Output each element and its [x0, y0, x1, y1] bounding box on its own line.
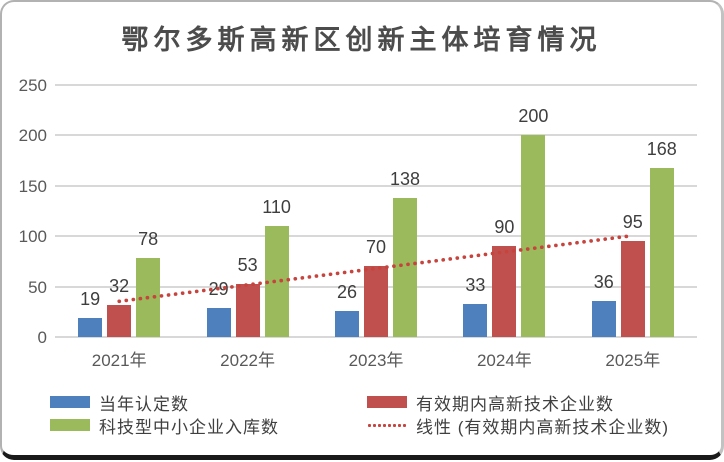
x-axis-tick-label: 2021年 — [91, 351, 147, 370]
bar — [235, 283, 260, 337]
bar — [264, 226, 289, 337]
legend-dotted-line-swatch — [367, 422, 407, 428]
x-axis-tick-label: 2022年 — [220, 351, 275, 370]
legend-color-swatch — [50, 396, 90, 408]
legend-label: 科技型中小企业入库数 — [99, 417, 279, 437]
bar — [492, 246, 517, 337]
bar-value-label: 78 — [138, 229, 159, 250]
bar-value-label: 200 — [518, 106, 549, 127]
bar — [591, 300, 616, 337]
bar — [393, 197, 417, 337]
y-axis-tick-label: 0 — [37, 328, 47, 347]
gridline — [55, 184, 697, 187]
bar — [649, 167, 674, 337]
legend-label: 线性 (有效期内高新技术企业数) — [416, 417, 670, 437]
bar-value-label: 95 — [622, 212, 643, 233]
legend-color-swatch — [50, 419, 90, 431]
bar-value-label: 19 — [80, 288, 101, 309]
bar-value-label: 138 — [389, 168, 421, 189]
legend-color-swatch — [367, 396, 407, 408]
bar — [136, 258, 161, 337]
bar-value-label: 168 — [646, 138, 677, 159]
bar — [78, 317, 103, 337]
x-axis-tick-label: 2024年 — [476, 351, 532, 370]
gridline — [55, 84, 697, 86]
legend-item: 线性 (有效期内高新技术企业数) — [367, 416, 669, 437]
x-axis-tick-label: 2023年 — [348, 351, 404, 370]
bar — [521, 135, 546, 337]
y-axis-tick-label: 150 — [18, 176, 47, 196]
legend-item: 有效期内高新技术企业数 — [367, 393, 614, 414]
x-axis-tick-label: 2025年 — [605, 351, 661, 370]
legend-item: 科技型中小企业入库数 — [50, 416, 279, 437]
legend-label: 有效期内高新技术企业数 — [416, 394, 614, 414]
bar — [107, 304, 132, 337]
legend-item: 当年认定数 — [50, 393, 189, 414]
bar — [206, 307, 231, 337]
y-axis-tick-label: 200 — [18, 126, 47, 146]
y-axis-tick-label: 50 — [28, 277, 47, 297]
bar — [620, 241, 645, 337]
x-axis-line — [55, 336, 697, 338]
bar-value-label: 90 — [494, 217, 515, 238]
y-axis-tick-label: 100 — [18, 227, 47, 247]
gridline — [55, 134, 697, 137]
bar — [463, 303, 488, 337]
bar-value-label: 110 — [262, 197, 291, 218]
bar — [335, 310, 359, 337]
legend-label: 当年认定数 — [99, 394, 189, 414]
y-axis-tick-label: 250 — [18, 76, 47, 95]
bar — [364, 266, 388, 337]
chart-title: 鄂尔多斯高新区创新主体培育情况 — [121, 25, 602, 55]
